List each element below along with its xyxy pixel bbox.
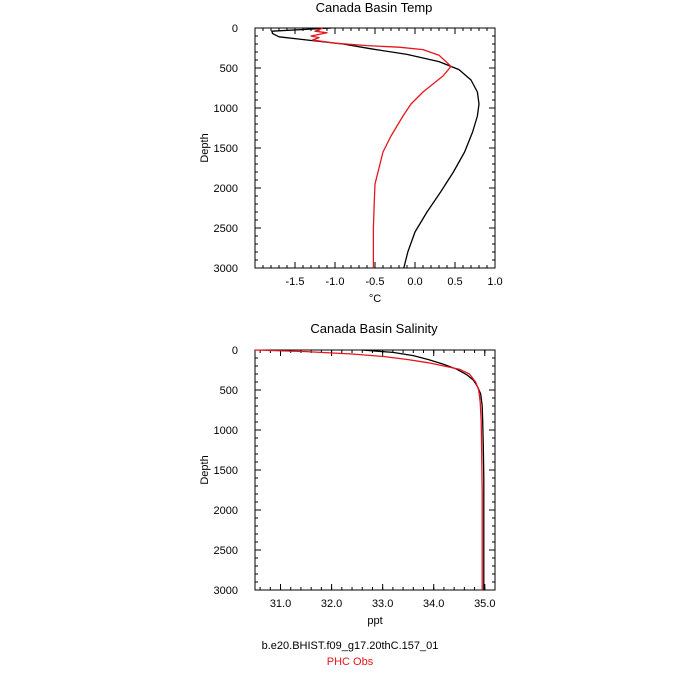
temp-ytick-label: 500 xyxy=(220,63,238,75)
salinity-ytick-label: 500 xyxy=(220,385,238,397)
temp-xtick-label: -1.5 xyxy=(286,276,305,288)
temp-xtick-label: 0.0 xyxy=(407,276,422,288)
salinity-ytick-label: 1000 xyxy=(214,425,238,437)
salinity-ytick-label: 0 xyxy=(232,345,238,357)
obs-label: PHC Obs xyxy=(326,656,374,668)
temp-ytick-label: 2500 xyxy=(214,223,238,235)
salinity-xtick-label: 34.0 xyxy=(423,598,444,610)
salinity-ytick-label: 2500 xyxy=(214,545,238,557)
temp-plot-frame xyxy=(254,27,496,269)
temp-xtick-label: 1.0 xyxy=(487,276,502,288)
salinity-xtick-label: 35.0 xyxy=(474,598,495,610)
temp-model-line xyxy=(271,27,480,269)
temp-ytick-label: 3000 xyxy=(214,263,238,275)
temp-obs-line xyxy=(310,27,452,268)
temp-y-axis-label: Depth xyxy=(199,133,211,162)
salinity-xtick-label: 32.0 xyxy=(321,598,342,610)
temp-ytick-label: 1000 xyxy=(214,103,238,115)
temp-xtick-label: -0.5 xyxy=(366,276,385,288)
salinity-xtick-label: 33.0 xyxy=(372,598,393,610)
salinity-title: Canada Basin Salinity xyxy=(310,321,438,336)
salinity-xtick-label: 31.0 xyxy=(270,598,291,610)
salinity-ytick-label: 2000 xyxy=(214,505,238,517)
salinity-ytick-label: 3000 xyxy=(214,585,238,597)
salinity-obs-line xyxy=(254,349,483,590)
temperature-panel: Canada Basin Temp -1.5 -1.0 -0.5 0.0 0.5 1.0 0… xyxy=(199,0,503,305)
salinity-y-axis-label: Depth xyxy=(199,455,211,484)
temp-x-axis-label: °C xyxy=(369,293,381,305)
salinity-x-axis-label: ppt xyxy=(367,615,382,627)
salinity-model-line xyxy=(362,349,485,590)
model-run-label: b.e20.BHIST.f09_g17.20thC.157_01 xyxy=(261,640,439,652)
temp-ytick-label: 2000 xyxy=(214,183,238,195)
temp-xtick-label: 0.5 xyxy=(447,276,462,288)
temp-xtick-label: -1.0 xyxy=(326,276,345,288)
salinity-plot-frame xyxy=(254,349,496,591)
salinity-panel: Canada Basin Salinity 31.0 32.0 33.0 34.0 35… xyxy=(199,321,496,627)
temp-ytick-label: 0 xyxy=(232,23,238,35)
salinity-ytick-label: 1500 xyxy=(214,465,238,477)
temp-ytick-label: 1500 xyxy=(214,143,238,155)
temperature-title: Canada Basin Temp xyxy=(316,0,433,15)
